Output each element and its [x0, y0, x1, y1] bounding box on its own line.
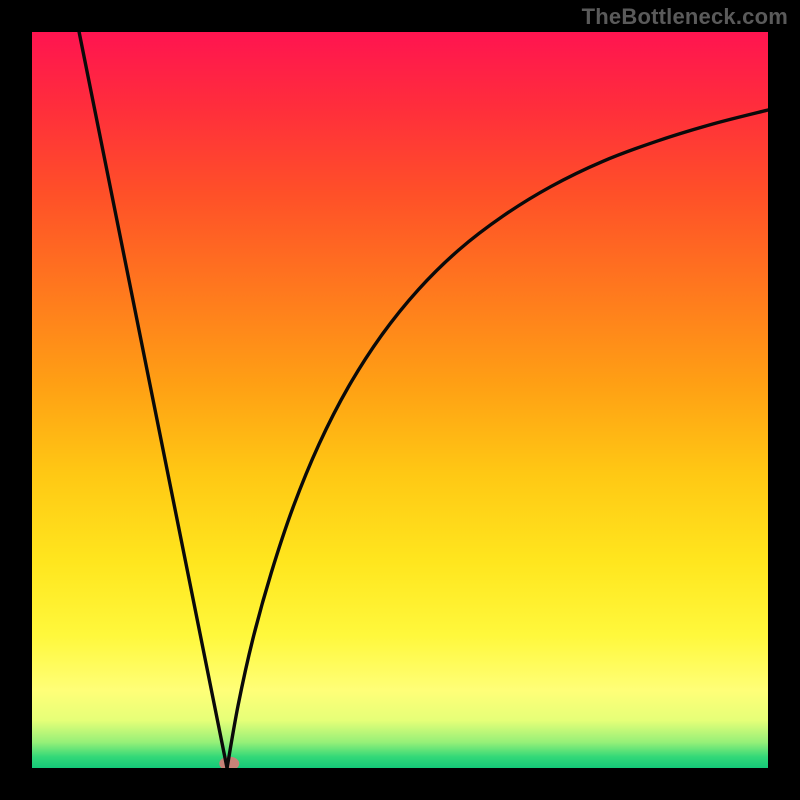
- plot-svg: [32, 32, 768, 768]
- watermark-text: TheBottleneck.com: [582, 4, 788, 30]
- plot-area: [32, 32, 768, 768]
- chart-container: TheBottleneck.com: [0, 0, 800, 800]
